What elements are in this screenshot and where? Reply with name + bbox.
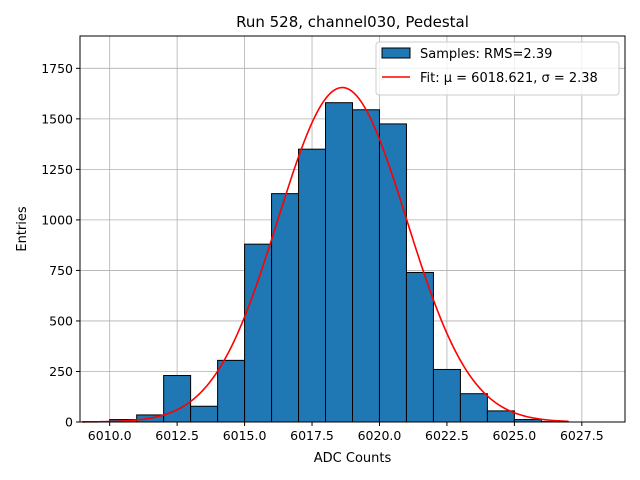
histogram-bar xyxy=(325,102,354,423)
y-tick-label: 500 xyxy=(49,313,73,328)
x-tick-label: 6020.0 xyxy=(358,428,402,443)
x-tick-label: 6017.5 xyxy=(290,428,334,443)
histogram-bar xyxy=(352,109,380,423)
histogram-bar xyxy=(244,243,273,423)
histogram-bar xyxy=(486,410,515,423)
chart-title: Run 528, channel030, Pedestal xyxy=(236,13,469,31)
x-tick-label: 6027.5 xyxy=(560,428,604,443)
x-axis-ticks: 6010.0 6012.5 6015.0 6017.5 6020.0 6022.5 6025… xyxy=(88,422,604,443)
histogram-bar xyxy=(217,359,246,423)
y-axis-title: Entries xyxy=(15,206,30,252)
histogram-bar xyxy=(190,405,219,423)
y-tick-label: 1500 xyxy=(41,111,73,126)
y-axis-ticks: 0 250 500 750 1000 1250 1500 1750 xyxy=(41,61,80,430)
histogram-bars xyxy=(82,102,569,423)
fit-curve xyxy=(82,86,569,423)
histogram-bar xyxy=(271,193,300,423)
legend-label-fit: Fit: μ = 6018.621, σ = 2.38 xyxy=(420,71,598,86)
y-tick-label: 1750 xyxy=(41,61,73,76)
legend-swatch-samples xyxy=(381,47,411,59)
histogram-bar xyxy=(298,148,327,423)
legend: Samples: RMS=2.39 Fit: μ = 6018.621, σ =… xyxy=(375,41,620,96)
x-tick-label: 6025.0 xyxy=(493,428,537,443)
legend-box xyxy=(375,41,620,96)
x-tick-label: 6015.0 xyxy=(223,428,267,443)
y-tick-label: 0 xyxy=(65,415,73,430)
histogram-bar xyxy=(459,393,488,423)
histogram-bar xyxy=(405,271,434,423)
x-tick-label: 6010.0 xyxy=(88,428,132,443)
y-tick-label: 750 xyxy=(49,263,73,278)
legend-label-samples: Samples: RMS=2.39 xyxy=(420,47,552,62)
y-tick-label: 1000 xyxy=(41,212,73,227)
x-tick-label: 6022.5 xyxy=(425,428,469,443)
histogram-bar xyxy=(432,368,461,423)
x-tick-label: 6012.5 xyxy=(155,428,199,443)
x-axis-title: ADC Counts xyxy=(314,451,392,466)
y-tick-label: 250 xyxy=(49,364,73,379)
histogram-bar xyxy=(378,123,407,423)
y-tick-label: 1250 xyxy=(41,162,73,177)
plot-frame xyxy=(79,35,626,423)
histogram-bar xyxy=(163,375,192,423)
fit-curve-layer xyxy=(82,86,569,423)
